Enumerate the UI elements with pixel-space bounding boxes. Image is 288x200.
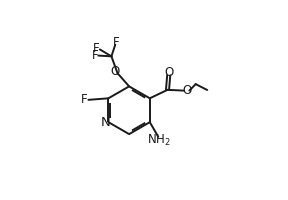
Text: O: O bbox=[182, 84, 192, 97]
Text: O: O bbox=[110, 65, 120, 78]
Text: F: F bbox=[93, 42, 100, 55]
Text: F: F bbox=[81, 93, 88, 106]
Text: O: O bbox=[164, 66, 174, 79]
Text: F: F bbox=[113, 36, 119, 49]
Text: N: N bbox=[101, 116, 111, 129]
Text: F: F bbox=[92, 49, 98, 62]
Text: NH$_2$: NH$_2$ bbox=[147, 133, 171, 148]
